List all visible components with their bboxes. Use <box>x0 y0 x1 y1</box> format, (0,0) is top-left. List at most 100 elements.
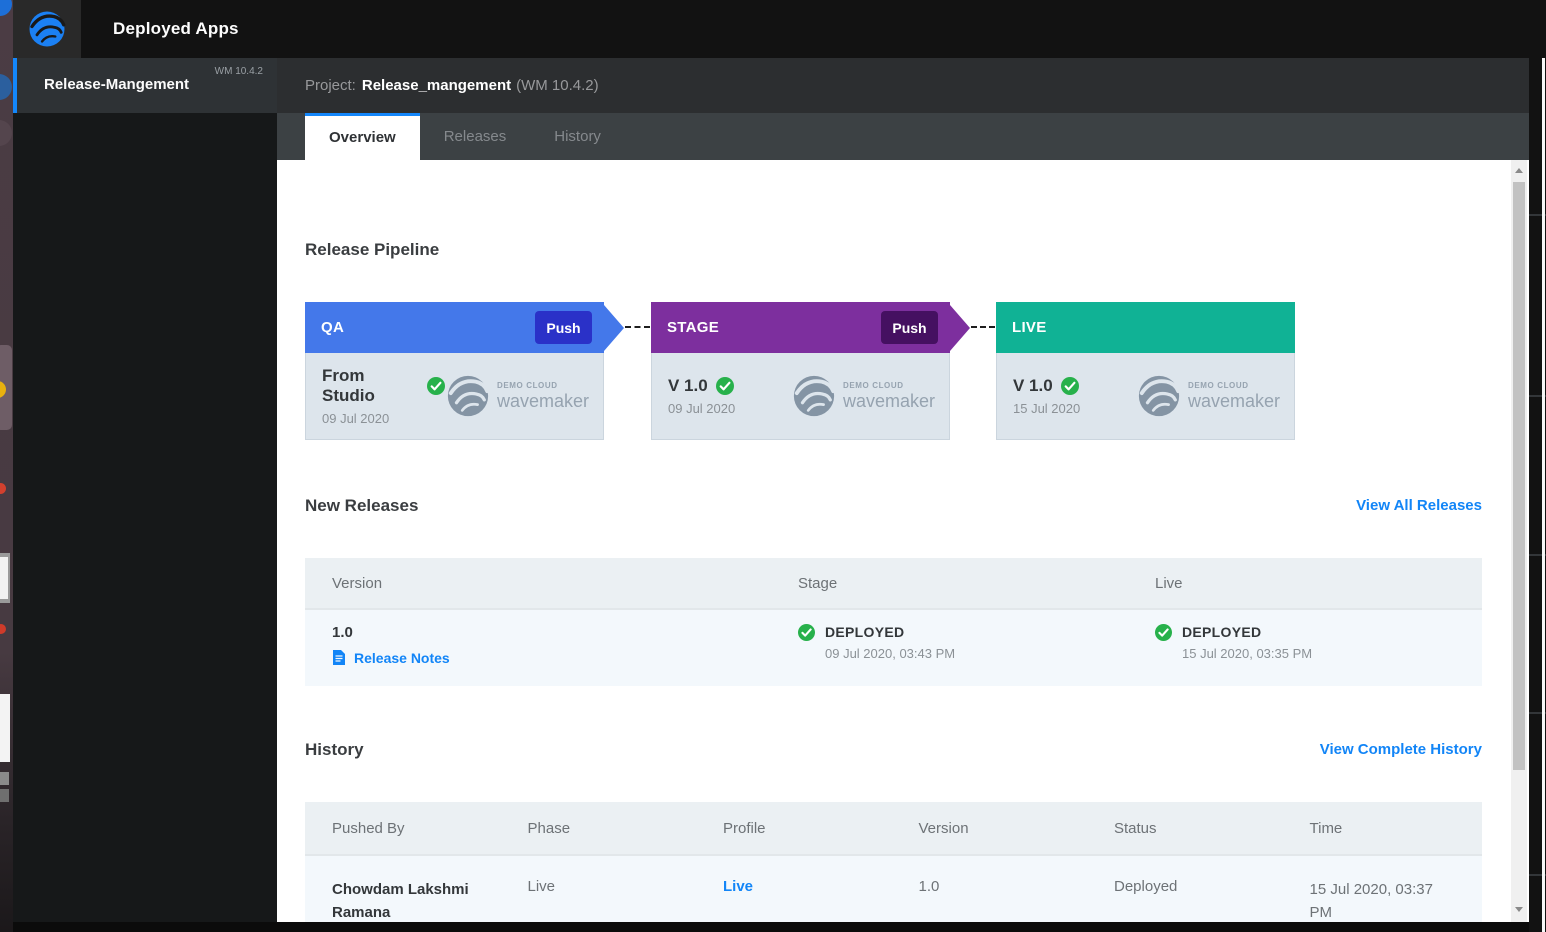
wave-icon <box>447 375 490 417</box>
notification-dot <box>0 624 6 634</box>
live-version: V 1.0 <box>1013 376 1053 395</box>
column-header-status: Status <box>1114 819 1157 837</box>
window-right-edge <box>1542 58 1545 932</box>
history-profile-link[interactable]: Live <box>723 878 754 895</box>
qa-push-button[interactable]: Push <box>535 311 592 344</box>
qa-arrow-icon <box>604 304 624 351</box>
tab-history[interactable]: History <box>554 128 601 145</box>
dock-icon-partial <box>0 120 12 146</box>
sidebar-item-project[interactable]: Release-Mangement WM 10.4.2 <box>13 58 277 113</box>
pipeline-card-live: LIVE V 1.0 15 Jul 2020 <box>996 302 1295 440</box>
column-header-version: Version <box>918 819 969 837</box>
wave-icon <box>793 375 836 417</box>
qa-date: 09 Jul 2020 <box>322 411 390 426</box>
dock-icon-partial <box>0 772 9 785</box>
page-title: Deployed Apps <box>113 19 239 38</box>
demo-cloud-logo: DEMO CLOUD wavemaker <box>1136 373 1280 419</box>
release-pipeline-title: Release Pipeline <box>305 240 440 259</box>
live-card-body: V 1.0 15 Jul 2020 DEMO CLOUD wavemaker <box>996 353 1295 440</box>
history-phase: Live <box>527 878 556 895</box>
wavemaker-logo-icon[interactable] <box>13 0 81 58</box>
new-releases-table-header: Version Stage Live <box>305 558 1482 610</box>
live-date: 15 Jul 2020 <box>1013 401 1081 416</box>
qa-version: From Studio <box>322 366 375 405</box>
live-deploy-status: DEPLOYED <box>1182 624 1262 640</box>
view-all-releases-link[interactable]: View All Releases <box>1356 497 1482 514</box>
sidebar-project-name: Release-Mangement <box>44 76 190 93</box>
wavemaker-label: wavemaker <box>842 390 935 411</box>
demo-cloud-logo: DEMO CLOUD wavemaker <box>791 373 935 419</box>
table-row: 1.0 Release Notes DEPLOYED <box>305 610 1482 686</box>
history-status: Deployed <box>1114 878 1178 895</box>
stage-push-button[interactable]: Push <box>881 311 938 344</box>
stage-card-body: V 1.0 09 Jul 2020 DEMO CLOUD wavemaker <box>651 353 950 440</box>
stage-deploy-status: DEPLOYED <box>825 624 905 640</box>
history-title: History <box>305 740 364 759</box>
view-complete-history-link[interactable]: View Complete History <box>1319 741 1482 758</box>
qa-stage-name: QA <box>321 319 345 336</box>
project-name: Release_mangement <box>361 77 512 94</box>
sidebar-project-version: WM 10.4.2 <box>214 66 263 77</box>
pipeline-connector <box>625 326 650 328</box>
check-circle-icon <box>1060 377 1079 395</box>
check-circle-icon <box>715 377 734 395</box>
demo-cloud-logo: DEMO CLOUD wavemaker <box>445 373 589 419</box>
app-window: Deployed Apps Release-Mangement WM 10.4.… <box>13 0 1546 932</box>
document-icon <box>333 650 345 665</box>
release-notes[interactable]: Release Notes <box>332 649 771 666</box>
check-circle-icon <box>1155 624 1172 641</box>
release-version: 1.0 <box>332 624 353 641</box>
vertical-scrollbar[interactable] <box>1511 160 1527 922</box>
column-header-time: Time <box>1309 819 1343 837</box>
dock-icon-partial <box>0 74 12 100</box>
pipeline-card-qa: QA Push From Studio 09 Jul 2020 <box>305 302 624 440</box>
dock-icon-partial <box>0 553 10 603</box>
tab-overview[interactable]: Overview <box>305 113 420 160</box>
check-circle-icon <box>426 377 445 395</box>
scroll-down-icon[interactable] <box>1515 907 1523 912</box>
live-deploy-time: 15 Jul 2020, 03:35 PM <box>1182 646 1313 661</box>
demo-cloud-label: DEMO CLOUD <box>496 380 558 390</box>
check-circle-icon <box>798 624 815 641</box>
project-version: (WM 10.4.2) <box>516 77 599 94</box>
window-bottom-bar <box>13 922 1529 932</box>
topbar: Deployed Apps <box>13 0 1546 58</box>
desktop-edge-sliver <box>0 0 13 932</box>
background-right-strip <box>1529 58 1546 932</box>
scrollbar-thumb[interactable] <box>1513 182 1525 770</box>
release-notes-link[interactable]: Release Notes <box>354 649 450 666</box>
scroll-up-icon[interactable] <box>1515 168 1523 173</box>
tab-releases[interactable]: Releases <box>443 128 507 145</box>
qa-card-body: From Studio 09 Jul 2020 DEMO CLOUD wave <box>305 353 604 440</box>
new-releases-table: Version Stage Live 1.0 Release Notes <box>305 558 1482 686</box>
column-header-version: Version <box>332 574 383 592</box>
project-header: Project: Release_mangement (WM 10.4.2) <box>277 58 1529 113</box>
stage-deploy-time: 09 Jul 2020, 03:43 PM <box>825 646 956 661</box>
history-table: Pushed By Phase Profile Version Status T… <box>305 802 1482 922</box>
history-pushed-by: Chowdam Lakshmi Ramana <box>332 881 469 921</box>
stage-stage-name: STAGE <box>667 319 720 336</box>
pipeline-connector <box>971 326 995 328</box>
dock-icon-highlight <box>0 345 12 430</box>
table-row: Chowdam Lakshmi Ramana Live Live 1.0 Dep… <box>305 856 1482 922</box>
qa-card-header: QA Push <box>305 302 624 353</box>
column-header-phase: Phase <box>527 819 571 837</box>
notification-dot <box>0 483 6 494</box>
project-label: Project: <box>305 77 356 94</box>
stage-version: V 1.0 <box>668 376 708 395</box>
demo-cloud-label: DEMO CLOUD <box>1187 380 1249 390</box>
history-time: 15 Jul 2020, 03:37 PM <box>1309 881 1433 921</box>
history-table-header: Pushed By Phase Profile Version Status T… <box>305 802 1482 856</box>
new-releases-title: New Releases <box>305 496 419 515</box>
demo-cloud-label: DEMO CLOUD <box>842 380 904 390</box>
wave-icon <box>1138 375 1181 417</box>
overview-content: Release Pipeline QA Push From Studio 09 … <box>277 160 1529 922</box>
sidebar: Release-Mangement WM 10.4.2 <box>13 58 277 922</box>
wavemaker-label: wavemaker <box>1187 390 1280 411</box>
column-header-pushed-by: Pushed By <box>332 819 405 837</box>
column-header-live: Live <box>1155 574 1183 592</box>
dock-icon-partial <box>0 789 9 802</box>
column-header-stage: Stage <box>798 574 838 592</box>
stage-card-header: STAGE Push <box>651 302 970 353</box>
column-header-profile: Profile <box>723 819 766 837</box>
